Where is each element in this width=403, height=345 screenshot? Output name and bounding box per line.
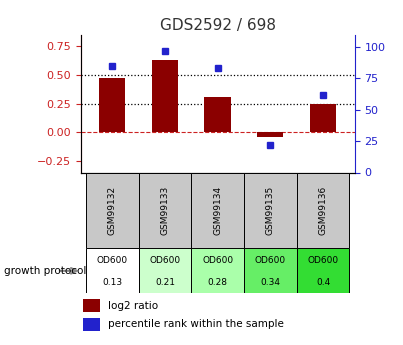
Text: OD600: OD600 <box>307 256 339 265</box>
Text: 0.13: 0.13 <box>102 277 122 287</box>
Text: 0.4: 0.4 <box>316 277 330 287</box>
Text: OD600: OD600 <box>255 256 286 265</box>
Bar <box>244 248 297 293</box>
Bar <box>152 60 178 132</box>
Text: GSM99132: GSM99132 <box>108 186 117 235</box>
Bar <box>297 172 349 248</box>
Text: 0.21: 0.21 <box>155 277 175 287</box>
Bar <box>139 172 191 248</box>
Bar <box>257 132 283 137</box>
Bar <box>297 248 349 293</box>
Bar <box>191 172 244 248</box>
Text: GSM99133: GSM99133 <box>160 186 169 235</box>
Text: growth protocol: growth protocol <box>4 266 86 276</box>
Text: OD600: OD600 <box>97 256 128 265</box>
Text: GSM99135: GSM99135 <box>266 186 275 235</box>
Bar <box>86 248 139 293</box>
Bar <box>99 78 125 132</box>
Text: OD600: OD600 <box>150 256 181 265</box>
Bar <box>191 248 244 293</box>
Bar <box>310 104 336 132</box>
Text: 0.28: 0.28 <box>208 277 228 287</box>
Bar <box>139 248 191 293</box>
Text: GSM99136: GSM99136 <box>318 186 328 235</box>
Title: GDS2592 / 698: GDS2592 / 698 <box>160 18 276 33</box>
Bar <box>204 97 231 132</box>
Bar <box>83 318 100 331</box>
Bar <box>83 299 100 312</box>
Bar <box>244 172 297 248</box>
Text: 0.34: 0.34 <box>260 277 280 287</box>
Text: OD600: OD600 <box>202 256 233 265</box>
Bar <box>86 172 139 248</box>
Text: log2 ratio: log2 ratio <box>108 301 158 310</box>
Text: percentile rank within the sample: percentile rank within the sample <box>108 319 284 329</box>
Text: GSM99134: GSM99134 <box>213 186 222 235</box>
